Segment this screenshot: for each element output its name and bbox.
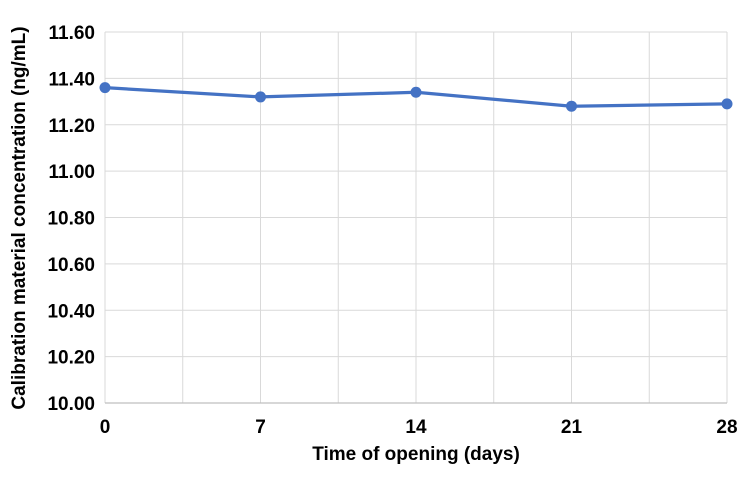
x-axis-tick-label: 21 [561, 417, 583, 438]
y-axis-tick-label: 10.20 [47, 348, 95, 369]
x-axis-tick-label: 14 [405, 417, 427, 438]
y-axis-tick-label: 10.40 [47, 301, 95, 322]
data-point [255, 91, 266, 103]
y-axis-tick-label: 10.80 [47, 209, 95, 230]
y-axis-tick-label: 10.00 [47, 394, 95, 415]
x-axis-tick-label: 0 [100, 417, 111, 438]
data-point [410, 86, 422, 98]
y-axis-tick-label: 11.00 [49, 162, 96, 183]
y-axis-tick-label: 10.60 [47, 255, 95, 276]
y-axis-title: Calibration material concentration (ng/m… [9, 26, 30, 410]
y-axis-tick-label: 11.40 [49, 69, 96, 90]
y-axis-tick-label: 11.20 [49, 116, 96, 137]
x-axis-tick-label: 28 [716, 417, 737, 438]
x-axis-title: Time of opening (days) [312, 444, 520, 465]
y-axis-tick-label: 11.60 [49, 23, 96, 44]
data-point [721, 98, 733, 110]
data-point [566, 100, 577, 112]
data-point [99, 82, 111, 94]
x-axis-tick-label: 7 [255, 417, 266, 438]
